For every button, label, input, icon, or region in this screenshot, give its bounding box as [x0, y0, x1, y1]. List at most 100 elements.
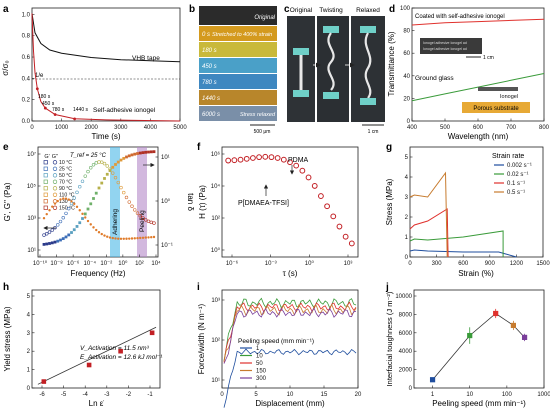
- tan-delta-point: [108, 236, 112, 239]
- legend-label-e: 90 °C: [59, 186, 72, 192]
- label-glass: Ground glass: [415, 75, 454, 82]
- x-tick-label: -5: [61, 392, 67, 398]
- tan-delta-point: [111, 236, 114, 240]
- tan-delta-point: [97, 231, 101, 234]
- loss-modulus-point: [122, 190, 126, 195]
- row-780s: 780 s: [202, 80, 217, 86]
- xlabel-h: Ln ε̇: [89, 399, 105, 408]
- strip-6000s: [199, 106, 277, 121]
- legend-label-i: 10: [256, 354, 263, 360]
- x-tick-label: 0: [220, 392, 224, 398]
- storage-modulus-point: [67, 233, 71, 237]
- panel-g: g 0 1 2 3 4 5 0 300 600 900 1200 1500 Stress (MPa)…: [385, 142, 550, 278]
- xlabel-d: Wavelength (nm): [448, 132, 509, 141]
- panel-b: b Original 0 s Stretched to 400% strain …: [189, 4, 277, 135]
- legend-marker-gpp: [52, 166, 58, 171]
- xlabel-a: Time (s): [91, 132, 120, 141]
- storage-modulus-point: [59, 238, 62, 242]
- panel-label-g: g: [386, 142, 392, 153]
- y2label-e: tan δ: [186, 193, 195, 211]
- relaxation-point: [225, 157, 232, 164]
- loss-modulus-point: [45, 232, 49, 236]
- strip-780s: [199, 74, 277, 89]
- x-tick-label: 100: [502, 392, 513, 398]
- tan-delta-point: [103, 234, 106, 237]
- tan-delta-point: [136, 236, 139, 240]
- curve-ionogel: [31, 13, 181, 122]
- legend-label-i: 1: [256, 346, 260, 352]
- loss-modulus-point: [58, 219, 63, 224]
- y-tick-label: 10³: [211, 298, 220, 304]
- legend-marker-gp: [43, 179, 48, 184]
- x-tick-label: 600: [458, 261, 469, 267]
- photo-twisting: [317, 16, 349, 122]
- xlabel-e: Frequency (Hz): [70, 269, 125, 278]
- axes-a: [31, 7, 181, 122]
- clamp-bottom-twisting: [323, 92, 339, 99]
- legend-marker-gp: [43, 166, 48, 171]
- axes-h: [31, 289, 161, 389]
- panel-label-f: f: [197, 142, 201, 153]
- y-tick-label: 10⁷: [27, 151, 36, 158]
- relaxation-point: [305, 174, 312, 181]
- relaxation-point: [318, 193, 324, 199]
- legend-marker-gp: [43, 186, 48, 191]
- loss-modulus-point: [116, 180, 120, 185]
- legend-label-i: 50: [256, 361, 263, 367]
- x-tick-label: 1200: [510, 261, 524, 267]
- x-tick-label: 4000: [144, 125, 158, 131]
- xlabel-f: τ (s): [283, 269, 298, 278]
- x-tick-label: 15: [321, 392, 328, 398]
- tan-delta-point: [106, 235, 109, 238]
- legend-marker-gp: [43, 160, 48, 165]
- storage-modulus-point: [111, 165, 115, 169]
- relaxation-point: [250, 155, 256, 161]
- tan-delta-point: [100, 232, 103, 236]
- loss-modulus-point: [135, 211, 140, 215]
- time-marker: [35, 87, 39, 91]
- y-tick-label: 2: [27, 349, 31, 355]
- relaxation-point: [324, 203, 330, 210]
- y-tick-label: 10¹: [161, 155, 170, 161]
- relaxation-point: [274, 155, 281, 161]
- panel-h: h 0 1 2 3 4 5 -6 -5 -4 -3 -2 -1 Yield stress (MPa)…: [3, 282, 163, 408]
- row-180s: 180 s: [202, 48, 217, 54]
- clamp-bottom-relaxed: [360, 98, 376, 105]
- x-tick-label: 3000: [114, 125, 128, 131]
- yticks-j: 0 2000 4000 6000 8000 10000: [395, 294, 417, 392]
- x-tick-label: 1000: [55, 125, 69, 131]
- relaxation-point: [256, 154, 262, 161]
- tan-delta-point: [114, 237, 117, 240]
- tan-delta-point: [89, 223, 92, 226]
- ylabel-i: Force/width (N m⁻¹): [197, 303, 206, 374]
- loss-modulus-point: [50, 228, 54, 232]
- storage-modulus-point: [144, 150, 148, 154]
- x-tick-label: 10⁰: [118, 260, 128, 267]
- panel-label-j: j: [385, 282, 389, 293]
- loss-modulus-point: [138, 214, 142, 218]
- x-tick-label: 10⁻¹⁰: [33, 260, 48, 267]
- peel-curve-300: [223, 307, 357, 364]
- data-j: [429, 308, 528, 383]
- tan-delta-point: [53, 202, 57, 205]
- y-tick-label: 5: [405, 155, 409, 161]
- y-tick-label: 4: [27, 312, 31, 318]
- tan-delta-point: [70, 200, 73, 203]
- x-tick-label: 10⁻³: [265, 261, 277, 267]
- loss-modulus-point: [105, 164, 109, 168]
- tan-delta-point: [95, 228, 98, 232]
- x-tick-label: 10: [287, 392, 294, 398]
- tan-delta-point: [128, 237, 131, 240]
- storage-modulus-point: [78, 221, 82, 225]
- legend-marker-gp: [43, 192, 48, 197]
- yticks-i: 10¹ 10² 10³: [211, 298, 225, 384]
- legend-marker-gpp: [52, 192, 58, 197]
- axes-j: [413, 289, 545, 389]
- x-tick-label: 10⁰: [305, 260, 315, 267]
- y-tick-label: 10000: [395, 294, 412, 300]
- panel-label-c: c: [284, 4, 290, 15]
- yticks-h: 0 1 2 3 4 5: [27, 294, 35, 392]
- ylabel-f: H (τ) (Pa): [198, 185, 207, 219]
- storage-modulus-point: [75, 225, 79, 228]
- yield-point: [118, 348, 123, 354]
